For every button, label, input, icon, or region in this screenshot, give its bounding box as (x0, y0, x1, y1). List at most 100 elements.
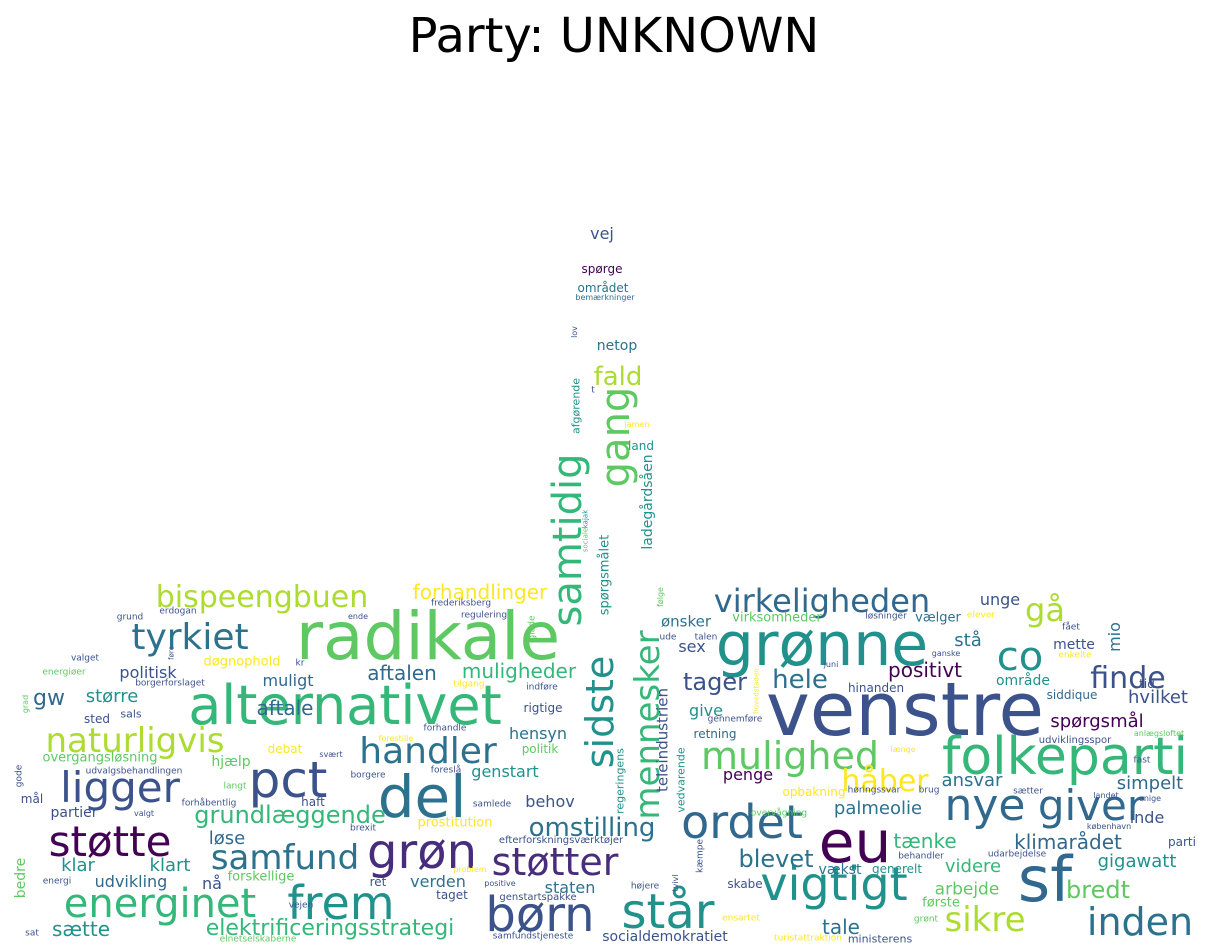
word-svaert: svært (319, 750, 343, 759)
word-give: give (689, 701, 723, 720)
word-gaa: gå (1025, 591, 1065, 629)
word-indfoere: indføre (526, 682, 558, 693)
word-talen: talen (694, 632, 718, 643)
word-klar: klar (61, 855, 95, 876)
word-saetter: sætter (1013, 786, 1043, 797)
word-foere: føre (167, 646, 176, 660)
word-brexit: brexit (350, 823, 376, 834)
word-mio: mio (1105, 622, 1124, 652)
word-hvilket: hvilket (1128, 687, 1188, 708)
word-vaekst: vækst (818, 862, 862, 878)
word-tale: tale (822, 915, 860, 939)
word-taget: taget (436, 888, 468, 902)
word-energioeer: energiøer (42, 667, 86, 678)
word-stoerre: større (85, 686, 139, 707)
word-elnetselskaberne: elnetselskaberne (219, 934, 297, 945)
word-loese: løse (208, 828, 246, 849)
word-debat: debat (267, 742, 303, 756)
word-lov: lov (570, 326, 579, 338)
word-penge: penge (722, 765, 774, 784)
word-folkeparti: folkeparti (942, 727, 1188, 787)
word-ude: ude (659, 632, 677, 643)
word-sf: sf (1017, 843, 1073, 916)
word-virksomheder: virksomheder (732, 610, 822, 626)
word-teleindustrien: teleindustrien (653, 688, 672, 792)
word-positivt: positivt (888, 658, 962, 682)
word-jamen: jamen (624, 420, 650, 429)
word-omraade: område (995, 673, 1051, 689)
word-forhaabentlig: forhåbentlig (181, 798, 237, 809)
word-elever: elever (966, 610, 996, 621)
word-forhandlinger: forhandlinger (412, 580, 548, 604)
word-udvalgsbehandlingen: udvalgsbehandlingen (85, 766, 183, 777)
word-siddique: siddique (1046, 688, 1098, 702)
word-opbakning: opbakning (782, 785, 846, 799)
word-landet: landet (1093, 791, 1119, 800)
word-palmeolie: palmeolie (833, 798, 923, 819)
word-bredt: bredt (1066, 876, 1130, 904)
word-mulighed: mulighed (701, 734, 879, 778)
word-boern: børn (485, 887, 595, 943)
word-pct: pct (248, 751, 328, 809)
word-simpelt: simpelt (1116, 773, 1184, 794)
word-erdogan: erdogan (159, 606, 197, 617)
word-ganske: ganske (931, 649, 961, 658)
word-laenge: længe (890, 745, 916, 754)
word-muligt: muligt (262, 671, 314, 690)
word-groent: grønt (913, 914, 939, 925)
word-co: co (996, 634, 1044, 680)
word-haaber: håber (841, 764, 929, 799)
word-vedvarende: vedvarende (674, 747, 688, 813)
word-arbejde: arbejde (934, 879, 1000, 900)
word-samfund: samfund (210, 838, 360, 878)
word-positive: positive (484, 879, 516, 888)
word-sikre: sikre (944, 900, 1026, 940)
word-radikale: radikale (295, 598, 561, 675)
word-partier: partier (50, 805, 98, 821)
word-forhandle: forhandle (423, 723, 467, 734)
word-behov: behov (525, 792, 575, 811)
word-anlaegsloftet: anlægsloftet (1133, 729, 1185, 738)
word-spoergsmaalet: spørgsmålet (597, 534, 613, 616)
word-afgoerende: afgørende (569, 377, 583, 435)
word-saette: sætte (51, 917, 111, 941)
word-ordet: ordet (681, 795, 803, 849)
word-tvivl: tvivl (671, 874, 680, 892)
word-faaet: fået (1062, 622, 1080, 633)
word-hoejere: højere (630, 881, 660, 892)
word-alternativet: alternativet (188, 674, 502, 737)
word-socialdemokratiet: socialdemokratiet (602, 929, 728, 945)
word-vaelger: vælger (915, 610, 961, 626)
word-stoetter: støtter (491, 840, 619, 884)
word-gode: gode (14, 764, 25, 788)
word-hovedstaden: hovedstaden (752, 668, 761, 714)
word-ligger: ligger (60, 763, 180, 812)
word-foerste: første (922, 895, 960, 911)
word-aftale: aftale (256, 696, 314, 720)
word-samlede: samlede (472, 799, 512, 810)
word-energi: energi (42, 876, 72, 887)
word-udviklingsspor: udviklingsspor (1038, 735, 1112, 746)
word-staa: stå (954, 630, 982, 651)
word-unge: unge (979, 590, 1021, 609)
word-ministerens: ministerens (847, 932, 913, 946)
word-staten: staten (544, 878, 596, 897)
word-gang: gang (593, 386, 639, 488)
word-elektrificeringsstrategi: elektrificeringsstrategi (205, 916, 455, 941)
word-kajak: kajak (581, 509, 590, 529)
word-muligheder: muligheder (461, 659, 577, 683)
word-tid: tid (1139, 677, 1155, 691)
word-spoergsmaal: spørgsmål (1050, 711, 1144, 732)
word-generelt: generelt (871, 862, 923, 876)
word-brug: brug (918, 785, 940, 796)
word-ladegaardsaaen: ladegårdsåen (640, 454, 656, 550)
word-valget: valget (70, 653, 100, 664)
word-skabe: skabe (727, 877, 763, 891)
chart-title: Party: UNKNOWN (408, 8, 820, 64)
word-hjaelp: hjælp (211, 754, 251, 770)
word-rigtige: rigtige (523, 701, 563, 715)
word-ensartet: ensartet (722, 913, 760, 924)
word-tyrkiet: tyrkiet (131, 617, 249, 658)
word-politik: politik (521, 742, 559, 756)
word-forestille: forestille (378, 734, 414, 743)
